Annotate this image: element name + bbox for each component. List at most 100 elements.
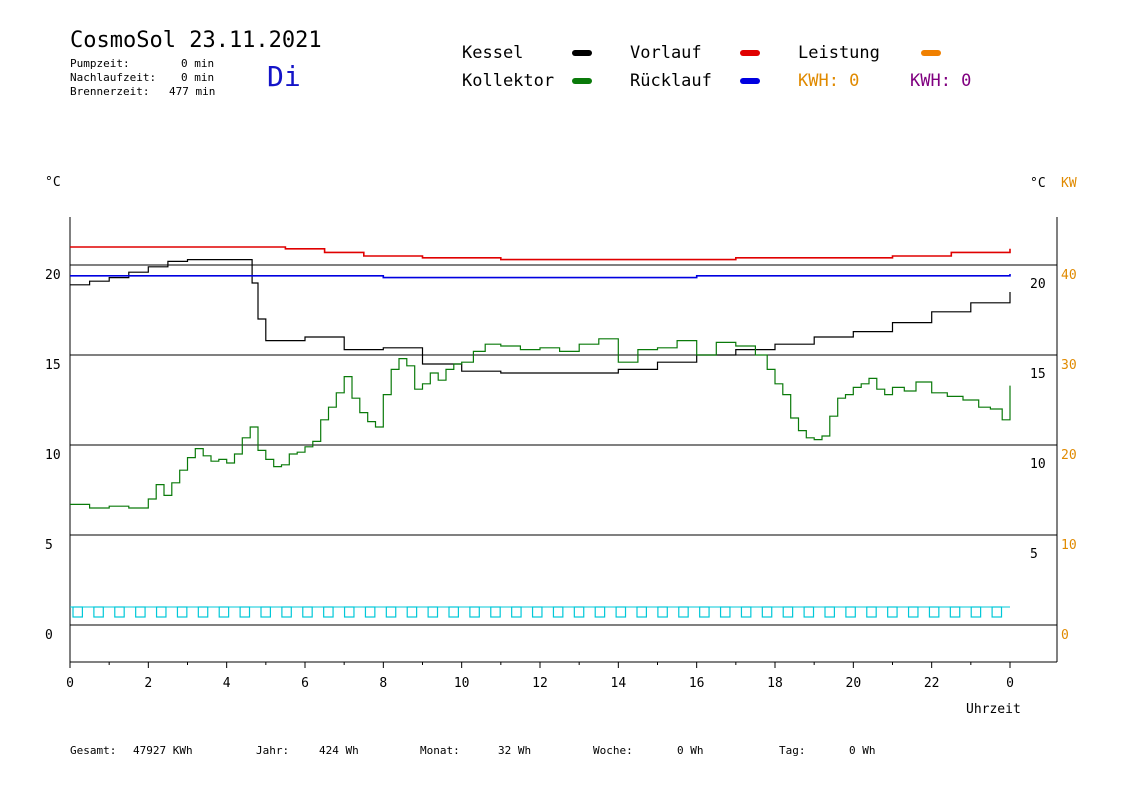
footer-monat-value: 32 Wh bbox=[498, 744, 532, 757]
left-axis-unit: °C bbox=[45, 175, 61, 190]
x-tick-label-4: 8 bbox=[379, 676, 387, 691]
y-left-label-15: 15 bbox=[45, 358, 61, 373]
pump-pulse-39 bbox=[887, 606, 898, 618]
series-kollektor-line bbox=[70, 338, 1011, 509]
pump-pulse-23 bbox=[552, 606, 564, 618]
pump-pulse-31 bbox=[719, 606, 731, 618]
x-tick-label-8: 16 bbox=[689, 676, 705, 691]
pump-pulse-42 bbox=[949, 606, 961, 618]
series-kessel-line bbox=[70, 259, 1011, 374]
y-right-kw-label-40: 40 bbox=[1061, 268, 1077, 283]
y-right-kw-label-30: 30 bbox=[1061, 358, 1077, 373]
footer-tag-value: 0 Wh bbox=[849, 744, 876, 757]
pump-pulse-19 bbox=[469, 606, 480, 618]
pump-pulse-24 bbox=[573, 606, 585, 618]
legend-kessel-label: Kessel bbox=[462, 43, 524, 63]
pump-pulse-27 bbox=[636, 606, 647, 618]
x-tick-label-11: 22 bbox=[924, 676, 940, 691]
pump-pulse-29 bbox=[678, 606, 689, 618]
y-right-c-label-10: 10 bbox=[1030, 457, 1046, 472]
pump-pulse-5 bbox=[176, 606, 188, 618]
legend-leistung-label: Leistung bbox=[798, 43, 880, 63]
right-axis-unit-celsius: °C bbox=[1030, 176, 1046, 191]
pump-pulse-17 bbox=[427, 606, 439, 618]
chart-series bbox=[70, 246, 1011, 509]
x-tick-label-0: 0 bbox=[66, 676, 74, 691]
pump-pulse-37 bbox=[845, 606, 856, 618]
footer-gesamt-label: Gesamt: bbox=[70, 744, 117, 757]
legend-kollektor-label: Kollektor bbox=[462, 71, 555, 91]
y-right-c-label-20: 20 bbox=[1030, 277, 1046, 292]
footer-tag-label: Tag: bbox=[779, 744, 806, 757]
pump-pulse-12 bbox=[323, 606, 334, 618]
pump-pulse-30 bbox=[699, 606, 710, 618]
pump-pulse-10 bbox=[281, 606, 292, 618]
pump-pulse-14 bbox=[364, 606, 376, 618]
stat-pumpzeit-label: Pumpzeit: bbox=[70, 57, 130, 70]
pump-pulse-28 bbox=[657, 606, 668, 618]
pump-pulse-0 bbox=[72, 606, 83, 618]
y-left-label-5: 5 bbox=[45, 538, 53, 553]
pump-pulse-36 bbox=[824, 606, 835, 618]
pump-pulse-26 bbox=[615, 606, 627, 618]
right-axis-unit-kw: KW bbox=[1061, 176, 1077, 191]
stat-nachlaufzeit-label: Nachlaufzeit: bbox=[70, 71, 157, 84]
y-right-c-label-15: 15 bbox=[1030, 367, 1046, 382]
y-left-label-0: 0 bbox=[45, 628, 53, 643]
x-tick-label-6: 12 bbox=[532, 676, 548, 691]
stat-pumpzeit-value: 0 min bbox=[181, 57, 215, 70]
pump-pulse-35 bbox=[803, 606, 815, 618]
pump-pulse-2 bbox=[114, 606, 125, 618]
pump-pulse-22 bbox=[531, 606, 543, 618]
legend-ruecklauf-swatch bbox=[740, 78, 760, 84]
x-axis-title: Uhrzeit bbox=[966, 702, 1021, 717]
pump-pulse-3 bbox=[135, 606, 146, 618]
x-tick-label-10: 20 bbox=[846, 676, 862, 691]
pump-pulse-11 bbox=[302, 606, 313, 618]
pump-pulse-38 bbox=[866, 606, 877, 618]
pump-pulse-34 bbox=[782, 606, 794, 618]
pump-pulses bbox=[70, 606, 1010, 618]
legend-kollektor-swatch bbox=[572, 78, 592, 84]
pump-pulse-41 bbox=[928, 606, 940, 618]
y-right-c-label-5: 5 bbox=[1030, 547, 1038, 562]
footer-woche-label: Woche: bbox=[593, 744, 633, 757]
stat-nachlaufzeit-value: 0 min bbox=[181, 71, 215, 84]
pump-pulse-15 bbox=[385, 606, 397, 618]
x-tick-label-9: 18 bbox=[767, 676, 783, 691]
series-vorlauf-line bbox=[70, 246, 1011, 261]
footer-woche-value: 0 Wh bbox=[677, 744, 704, 757]
pump-pulse-21 bbox=[511, 606, 522, 618]
pump-pulse-43 bbox=[970, 606, 982, 618]
y-right-kw-label-0: 0 bbox=[1061, 628, 1069, 643]
legend-kwh-orange: KWH: 0 bbox=[798, 71, 860, 91]
x-tick-label-2: 4 bbox=[223, 676, 231, 691]
stat-brennerzeit-value: 477 min bbox=[169, 85, 216, 98]
x-tick-label-1: 2 bbox=[144, 676, 152, 691]
x-tick-label-7: 14 bbox=[611, 676, 627, 691]
y-left-label-10: 10 bbox=[45, 448, 61, 463]
page-title: CosmoSol 23.11.2021 bbox=[70, 28, 322, 53]
pump-pulse-8 bbox=[239, 606, 251, 618]
x-tick-label-5: 10 bbox=[454, 676, 470, 691]
pump-pulse-6 bbox=[197, 606, 209, 618]
pump-pulse-33 bbox=[761, 606, 773, 618]
x-tick-label-12: 0 bbox=[1006, 676, 1014, 691]
chart-axes bbox=[69, 217, 1058, 663]
legend-ruecklauf-label: Rücklauf bbox=[630, 71, 712, 91]
chart-ticks: 0 2 4 6 8 10 12 14 16 18 20 22 0 0 5 10 15 20 5 10 15 20 0 10 20… bbox=[45, 268, 1077, 691]
legend-vorlauf-swatch bbox=[740, 50, 760, 56]
y-right-kw-label-10: 10 bbox=[1061, 538, 1077, 553]
pump-pulse-25 bbox=[594, 606, 606, 618]
pump-pulse-32 bbox=[740, 606, 752, 618]
y-left-label-20: 20 bbox=[45, 268, 61, 283]
pump-pulse-40 bbox=[907, 606, 919, 618]
legend-leistung-swatch bbox=[921, 50, 941, 56]
legend-vorlauf-label: Vorlauf bbox=[630, 43, 702, 63]
pump-pulse-7 bbox=[218, 606, 230, 618]
footer-gesamt-value: 47927 KWh bbox=[133, 744, 193, 757]
series-ruecklauf-line bbox=[70, 274, 1011, 279]
weekday-label: Di bbox=[267, 60, 301, 93]
pump-pulse-1 bbox=[93, 606, 104, 618]
